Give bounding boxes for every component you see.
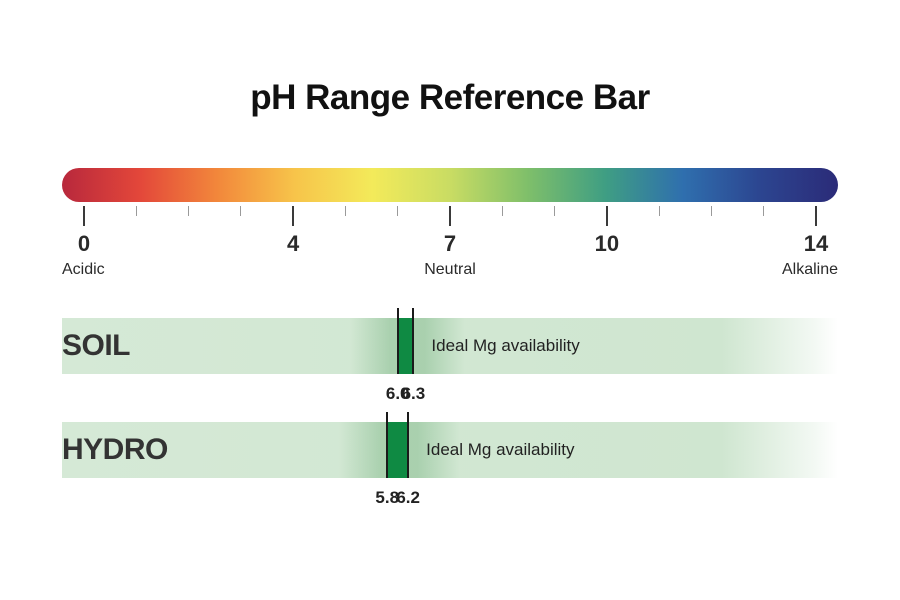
tick-label: 7 xyxy=(443,231,457,256)
minor-tick xyxy=(344,206,346,216)
minor-tick xyxy=(240,206,242,216)
soil-band xyxy=(62,318,838,374)
hydro-high-marker xyxy=(407,412,410,478)
hydro-band xyxy=(62,422,838,478)
minor-tick xyxy=(763,206,765,216)
soil-low-marker xyxy=(396,308,399,374)
neutral-label: Neutral xyxy=(424,261,476,278)
minor-tick xyxy=(135,206,137,216)
soil-ideal-range xyxy=(397,318,414,374)
hydro-track: HYDRO Ideal Mg availability 5.8 6.2 xyxy=(62,412,838,507)
minor-tick xyxy=(658,206,660,216)
major-tick xyxy=(83,206,85,226)
hydro-ideal-range xyxy=(387,422,409,478)
soil-high-marker xyxy=(412,308,415,374)
soil-track: SOIL Ideal Mg availability 6.0 6.3 xyxy=(62,308,838,403)
hydro-ideal-text: Ideal Mg availability xyxy=(426,440,575,459)
soil-high-value: 6.3 xyxy=(401,384,426,403)
tick-label: 14 xyxy=(803,231,829,256)
major-tick xyxy=(815,206,817,226)
minor-tick xyxy=(397,206,399,216)
hydro-low-value: 5.8 xyxy=(375,488,400,507)
major-tick xyxy=(292,206,295,226)
page-title: pH Range Reference Bar xyxy=(250,78,650,117)
hydro-label: HYDRO xyxy=(62,433,168,466)
alkaline-label: Alkaline xyxy=(781,261,838,278)
acidic-label: Acidic xyxy=(62,261,105,278)
tick-label: 4 xyxy=(287,231,300,256)
minor-tick xyxy=(554,206,556,216)
minor-tick xyxy=(501,206,503,216)
minor-tick xyxy=(710,206,712,216)
ph-gradient-bar xyxy=(62,168,838,202)
soil-ideal-text: Ideal Mg availability xyxy=(431,336,580,355)
soil-low-value: 6.0 xyxy=(385,384,410,403)
ph-scale xyxy=(62,168,838,202)
major-tick xyxy=(605,206,608,226)
hydro-high-value: 6.2 xyxy=(396,488,420,507)
soil-label: SOIL xyxy=(62,329,131,362)
hydro-low-marker xyxy=(386,412,389,478)
tick-label: 0 xyxy=(77,231,91,256)
major-tick xyxy=(449,206,451,226)
minor-tick xyxy=(188,206,190,216)
tick-label: 10 xyxy=(594,231,620,256)
